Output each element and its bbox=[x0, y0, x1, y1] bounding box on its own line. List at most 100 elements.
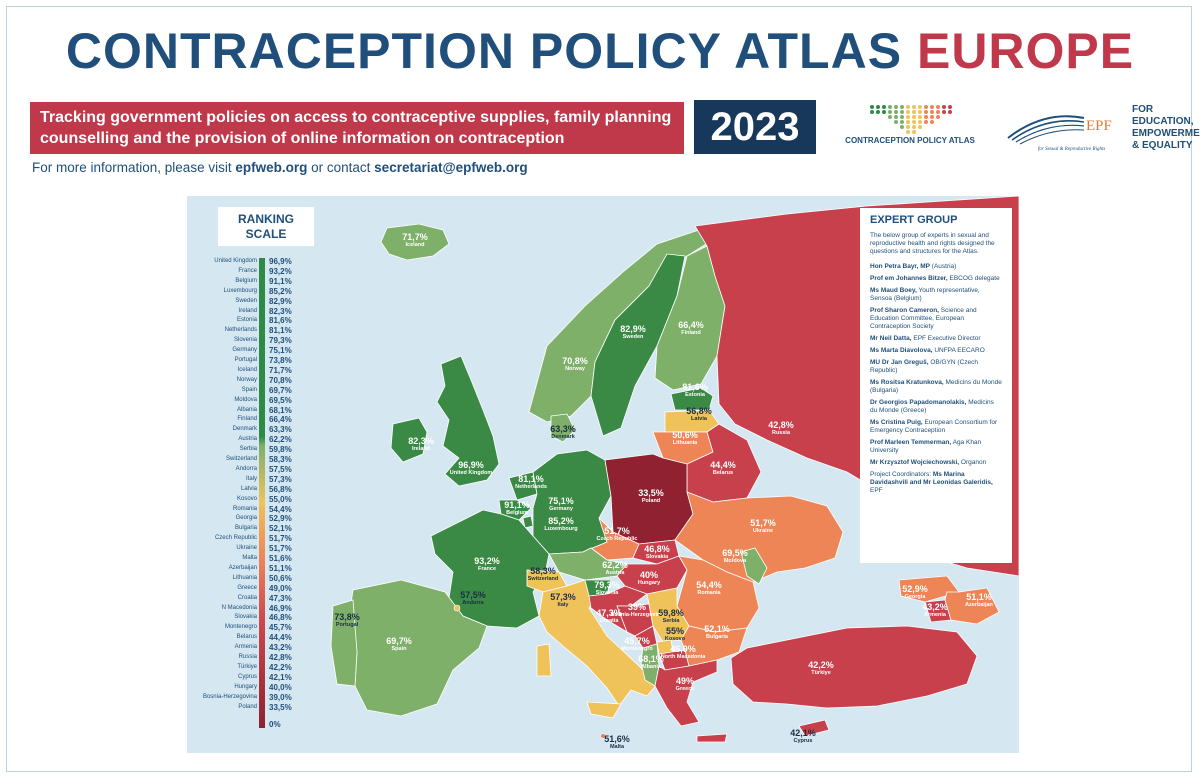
country-france[interactable] bbox=[430, 509, 550, 629]
logo-dot bbox=[888, 115, 892, 119]
scale-country-value: 47,3% bbox=[269, 593, 292, 603]
country-turkiye[interactable] bbox=[730, 625, 978, 709]
country-label-poland: 33,5% Poland bbox=[638, 488, 664, 504]
logo-dot bbox=[870, 110, 874, 114]
email-link[interactable]: secretariat@epfweb.org bbox=[374, 160, 528, 175]
country-label-name: Ireland bbox=[411, 446, 431, 452]
country-label-albania: 68,1% Albania bbox=[638, 654, 664, 670]
logo-dot bbox=[912, 105, 916, 109]
country-label-cyprus: 42,1% Cyprus bbox=[790, 728, 816, 744]
scale-country-value: 63,3% bbox=[269, 425, 292, 435]
country-label-name: Kosovo bbox=[664, 636, 686, 642]
scale-country-name: Malta bbox=[242, 555, 257, 561]
scale-country-name: Azerbaijan bbox=[228, 564, 257, 571]
country-label-pct: 47,3% bbox=[596, 608, 622, 618]
country-iceland[interactable] bbox=[380, 223, 450, 261]
expert-member-role: Aga Khan University bbox=[870, 439, 982, 454]
epf-tagline: for Sexual & Reproductive Rights bbox=[1038, 147, 1105, 152]
logo-dot bbox=[936, 115, 940, 119]
scale-country-name: Russia bbox=[238, 654, 257, 660]
logo-dot bbox=[918, 105, 922, 109]
country-label-pct: 56,8% bbox=[686, 406, 712, 416]
expert-group-intro: The below group of experts in sexual and… bbox=[870, 232, 995, 255]
country-sicily[interactable] bbox=[586, 701, 622, 719]
expert-member-role: Science and Education Committee, Europea… bbox=[870, 307, 977, 330]
scale-country-name: Türkiye bbox=[237, 663, 257, 670]
logo-dot bbox=[918, 125, 922, 129]
country-label-name: Italy bbox=[557, 602, 569, 608]
logo-dot bbox=[918, 120, 922, 124]
country-label-moldova: 69,5% Moldova bbox=[722, 548, 748, 564]
expert-member: Ms Rositsa Kratunkova, Medicins du Monde… bbox=[870, 379, 1002, 395]
expert-member-role: EPF Executive Director bbox=[913, 335, 981, 342]
scale-country-name: Netherlands bbox=[224, 327, 257, 334]
country-crete[interactable] bbox=[696, 733, 728, 743]
scale-country-name: Germany bbox=[232, 347, 257, 354]
scale-country-value: 50,6% bbox=[269, 573, 292, 583]
scale-country-value: 85,2% bbox=[269, 286, 292, 296]
scale-country-value: 40,0% bbox=[269, 682, 292, 692]
page-title: CONTRACEPTION POLICY ATLAS EUROPE bbox=[0, 22, 1200, 80]
logo-dot bbox=[900, 110, 904, 114]
country-portugal[interactable] bbox=[330, 599, 358, 687]
country-label-pct: 62,2% bbox=[602, 560, 628, 570]
scale-country-name: Croatia bbox=[237, 594, 257, 601]
country-label-pct: 82,3% bbox=[408, 436, 434, 446]
country-bulgaria[interactable] bbox=[680, 625, 748, 667]
expert-members: Hon Petra Bayr, MP (Austria) Prof em Joha… bbox=[870, 263, 1002, 467]
title-accent: EUROPE bbox=[916, 23, 1135, 79]
country-label-germany: 75,1% Germany bbox=[548, 496, 574, 512]
scale-country-value: 58,3% bbox=[269, 455, 292, 464]
scale-country-value: 96,9% bbox=[269, 257, 292, 266]
country-label-name: Germany bbox=[549, 506, 573, 512]
country-label-pct: 93,2% bbox=[474, 556, 500, 566]
country-denmark[interactable] bbox=[550, 413, 576, 443]
scale-country-name: Ireland bbox=[238, 307, 257, 314]
country-label-nmacedonia: 46,9% North Macedonia bbox=[661, 644, 706, 660]
country-uk[interactable] bbox=[436, 355, 500, 487]
country-sweden[interactable] bbox=[590, 253, 686, 437]
country-label-name: Ukraine bbox=[752, 528, 774, 534]
website-link[interactable]: epfweb.org bbox=[235, 160, 308, 175]
logo-dot bbox=[936, 110, 940, 114]
country-sardinia[interactable] bbox=[536, 643, 552, 677]
country-moldova[interactable] bbox=[740, 547, 768, 585]
country-azerbaijan[interactable] bbox=[944, 587, 1000, 625]
scale-country-value: 45,7% bbox=[269, 623, 292, 633]
expert-member: Ms Marta Diavolova, UNFPA EECARO bbox=[870, 347, 1002, 355]
country-label-name: Georgia bbox=[904, 594, 926, 600]
country-belgium[interactable] bbox=[498, 499, 532, 521]
scale-country-name: Norway bbox=[236, 376, 257, 383]
scale-country-value: 42,8% bbox=[269, 653, 292, 662]
country-label-pct: 70,8% bbox=[562, 356, 588, 366]
scale-country-value: 39,0% bbox=[269, 692, 292, 702]
country-label-pct: 91,1% bbox=[504, 500, 530, 510]
country-label-azerbaijan: 51,1% Azerbaijan bbox=[965, 592, 993, 608]
country-label-name: Bosnia-Herzegovina bbox=[610, 612, 664, 618]
logo-dot bbox=[942, 110, 946, 114]
scale-country-name: Portugal bbox=[234, 357, 257, 363]
scale-country-value: 51,7% bbox=[269, 534, 292, 544]
country-cyprus[interactable] bbox=[798, 719, 830, 737]
logo-dot bbox=[930, 105, 934, 109]
country-greece[interactable] bbox=[654, 659, 718, 727]
scale-country-name: Serbia bbox=[239, 446, 257, 453]
country-andorra[interactable] bbox=[453, 604, 461, 612]
scale-country-name: Romania bbox=[232, 505, 257, 512]
scale-country-value: 81,1% bbox=[269, 326, 292, 336]
country-label-name: Greece bbox=[675, 686, 695, 692]
country-label-czech: 51,7% Czech Republic bbox=[597, 526, 638, 542]
country-malta[interactable] bbox=[600, 733, 606, 739]
logo-dot bbox=[930, 110, 934, 114]
country-label-name: Serbia bbox=[662, 618, 680, 624]
country-ireland[interactable] bbox=[390, 417, 428, 463]
logo-dot bbox=[870, 105, 874, 109]
country-estonia[interactable] bbox=[670, 387, 714, 411]
logo-dot bbox=[888, 110, 892, 114]
scale-country-value: 57,5% bbox=[269, 464, 292, 474]
logo-dot bbox=[924, 110, 928, 114]
country-label-name: Belarus bbox=[712, 470, 734, 476]
scale-country-value: 55,0% bbox=[269, 494, 292, 504]
expert-member: Mr Krzysztof Wojciechowski, Organon bbox=[870, 459, 1002, 467]
country-georgia[interactable] bbox=[898, 575, 960, 603]
